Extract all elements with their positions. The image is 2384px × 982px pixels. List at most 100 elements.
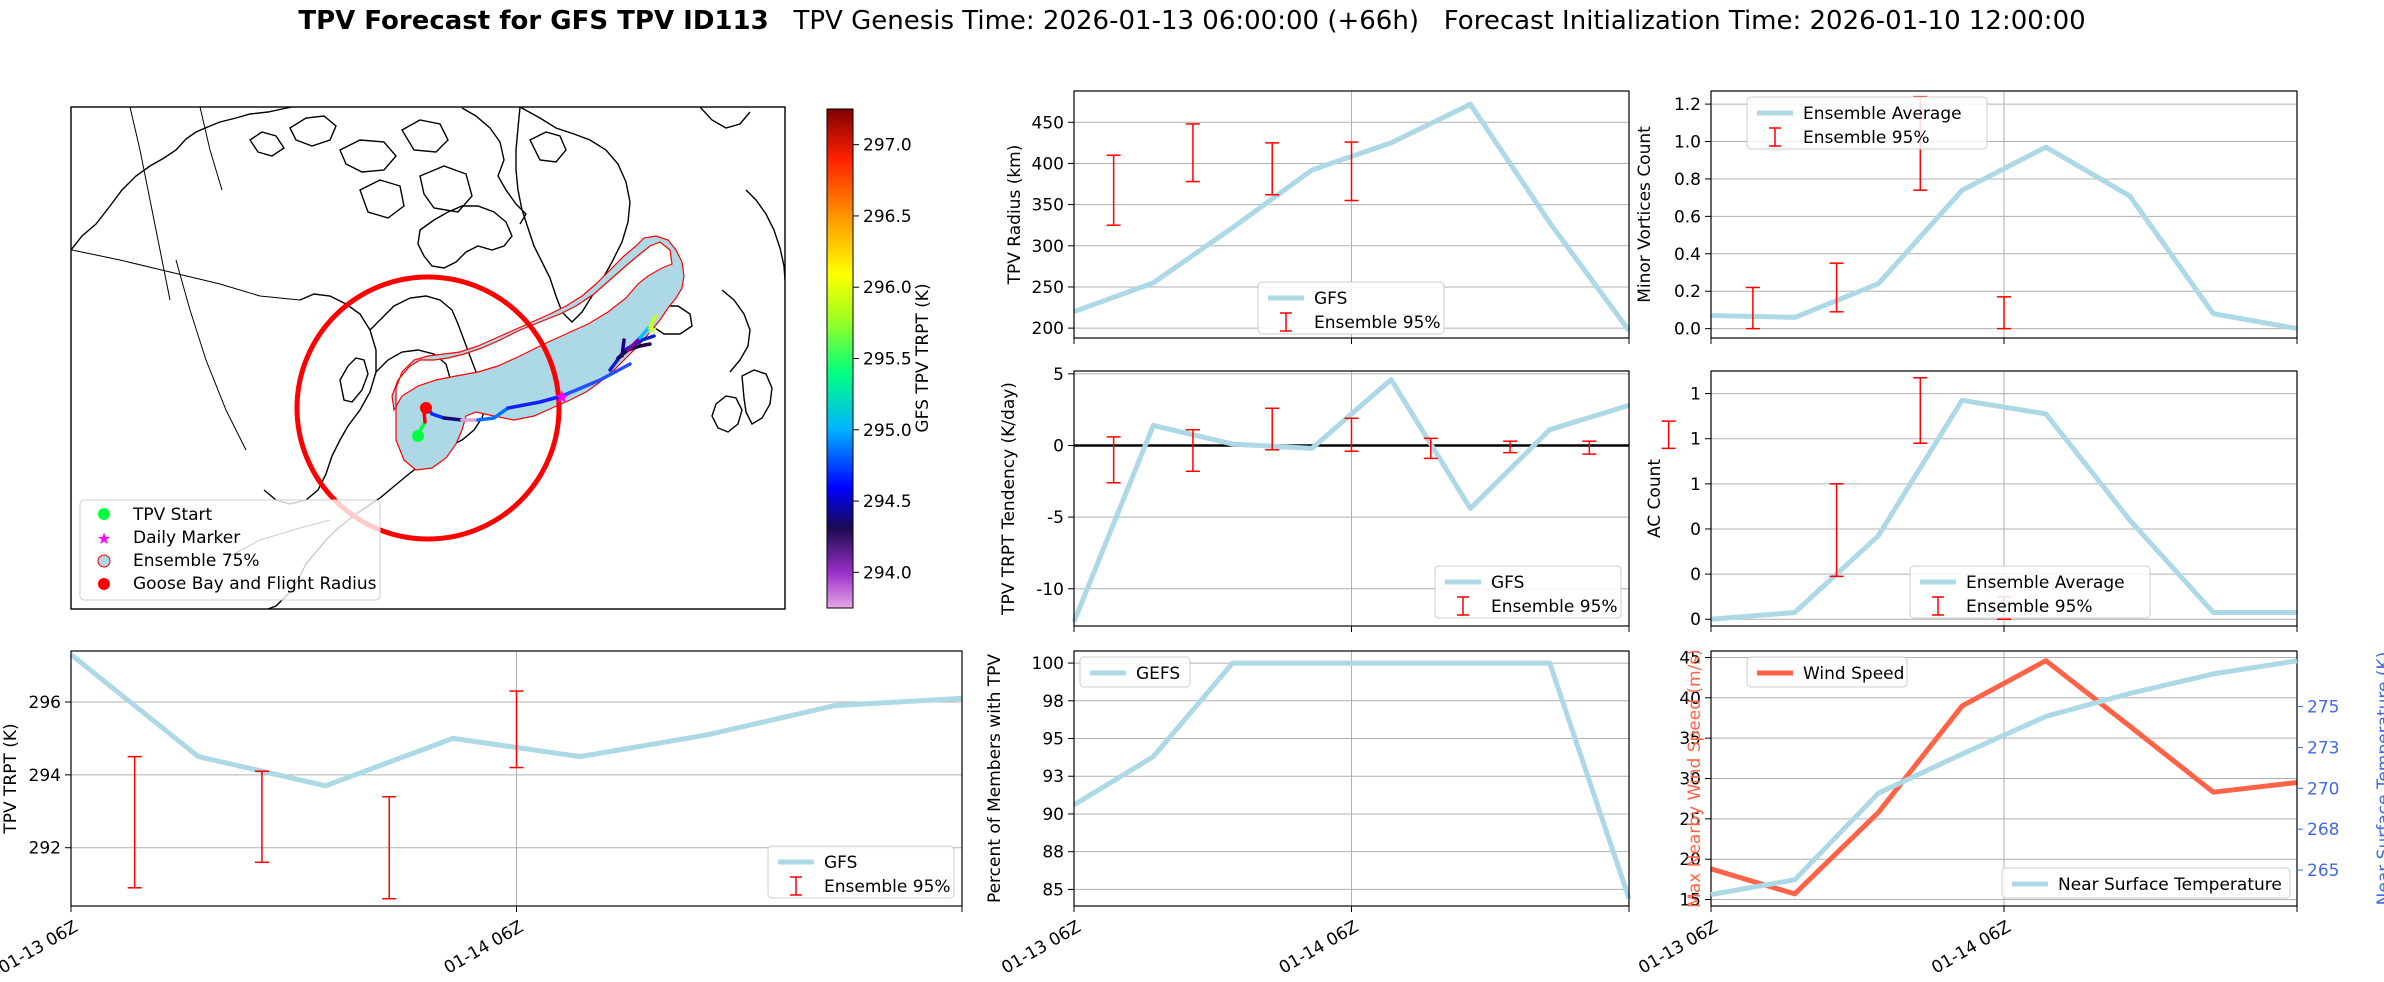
legend-ac: Ensemble Average Ensemble 95% xyxy=(1909,565,2151,619)
y-tick-label: 292 xyxy=(29,839,61,859)
y-tick-label: 1.2 xyxy=(1674,95,1701,115)
series-line-percent xyxy=(1072,660,1632,900)
y-tick-label: 88 xyxy=(1042,843,1064,863)
legend-label: Near Surface Temperature xyxy=(2058,875,2282,895)
y-tick-label: 45 xyxy=(1679,648,1701,668)
error-bar xyxy=(509,690,524,769)
goose-bay-marker xyxy=(420,402,432,414)
y-tick-label: 25 xyxy=(1679,810,1701,830)
y-tick-label: 268 xyxy=(2307,820,2339,840)
legend-label: Ensemble 95% xyxy=(1966,597,2093,617)
ensemble-legend-icon xyxy=(97,554,111,568)
error-bar xyxy=(1829,262,1844,313)
series-line-ac xyxy=(1710,397,2297,622)
legend-trpt: GFS Ensemble 95% xyxy=(767,845,955,899)
y-tick-label: 350 xyxy=(1032,196,1064,216)
colorbar-tick-label: 297.0 xyxy=(863,136,912,156)
y-tick-label: 1 xyxy=(1690,475,1701,495)
y-axis-label: TPV TRPT (K) xyxy=(1,723,21,834)
y-tick-label: 85 xyxy=(1042,880,1064,900)
y-tick-label: 5 xyxy=(1053,365,1064,385)
error-bar xyxy=(1503,440,1518,454)
chart-percent: 85 88 90 93 95 98 100 Percent of Members with T… xyxy=(985,650,1632,978)
title-init-time: Forecast Initialization Time: 2026-01-10… xyxy=(1443,6,2086,36)
y-tick-label: 1.0 xyxy=(1674,133,1701,153)
chart-temp: 265 268 270 273 275 Near Surface Temperature … xyxy=(1710,652,2384,906)
x-tick-label: 01-14 06Z xyxy=(1276,917,1362,978)
chart-tendency: -10 -5 0 5 TPV TRPT Tendency (K/day) GFS Ensem… xyxy=(999,365,1676,632)
y-tick-label: 200 xyxy=(1032,319,1064,339)
error-bar xyxy=(1265,142,1280,196)
error-bar xyxy=(1106,154,1121,226)
error-bar xyxy=(1185,428,1200,473)
tpv-track xyxy=(415,314,658,438)
colorbar-tick-label: 296.5 xyxy=(863,207,912,227)
y-tick-label: 300 xyxy=(1032,237,1064,257)
error-bar xyxy=(1344,417,1359,452)
y-tick-label: -10 xyxy=(1036,580,1064,600)
y-tick-label: 294 xyxy=(29,766,61,786)
y-tick-label: 0.8 xyxy=(1674,170,1701,190)
legend-ensemble-75: Ensemble 75% xyxy=(133,551,260,571)
legend-label: Wind Speed xyxy=(1803,664,1904,684)
y-tick-label: 0 xyxy=(1690,610,1701,630)
legend-daily-marker: Daily Marker xyxy=(133,528,240,548)
chart-minor: 0.0 0.2 0.4 0.6 0.8 1.0 1.2 Minor Vortices Coun… xyxy=(1635,90,2298,344)
legend-label: Ensemble 95% xyxy=(1803,128,1930,148)
error-bar xyxy=(254,770,269,864)
error-bar xyxy=(382,795,397,900)
legend-label: Ensemble Average xyxy=(1803,104,1962,124)
legend-box xyxy=(2001,867,2291,899)
legend-label: Ensemble 95% xyxy=(1314,313,1441,333)
colorbar-tick-label: 296.0 xyxy=(863,278,912,298)
legend-label: Ensemble 95% xyxy=(1491,597,1618,617)
x-tick-label: 01-13 06Z xyxy=(1635,917,1721,978)
y-tick-label: 270 xyxy=(2307,779,2339,799)
legend-radius: GFS Ensemble 95% xyxy=(1257,281,1445,335)
chart-trpt: 292 294 296 TPV TRPT (K) 01-13 06Z 01-14 06Z G… xyxy=(0,650,963,978)
y-tick-label: 40 xyxy=(1679,689,1701,709)
error-bar xyxy=(1661,420,1676,450)
y-tick-label: 93 xyxy=(1042,767,1064,787)
y-tick-label: 0.2 xyxy=(1674,282,1701,302)
figure-title: TPV Forecast for GFS TPV ID113 TPV Genes… xyxy=(0,6,2384,36)
y-axis-label: Near Surface Temperature (K) xyxy=(2374,652,2384,906)
y-tick-label: 98 xyxy=(1042,692,1064,712)
y-tick-label: 30 xyxy=(1679,770,1701,790)
y-tick-label: 0 xyxy=(1690,520,1701,540)
tpv-start-marker xyxy=(412,430,424,442)
error-bar xyxy=(1344,141,1359,202)
error-bar xyxy=(1997,296,2011,330)
error-bar xyxy=(1265,407,1280,451)
legend-label: Ensemble 95% xyxy=(824,877,951,897)
legend-goose-bay: Goose Bay and Flight Radius xyxy=(133,574,377,594)
daily-marker-star-2: ★ xyxy=(646,322,659,338)
y-tick-label: -5 xyxy=(1047,508,1064,528)
error-bar xyxy=(1423,437,1438,460)
error-bar xyxy=(1582,440,1597,455)
legend-temp: Near Surface Temperature xyxy=(2001,867,2291,899)
y-tick-label: 450 xyxy=(1032,113,1064,133)
x-tick-label: 01-13 06Z xyxy=(998,917,1084,978)
legend-box xyxy=(1909,565,2151,619)
y-axis-label: Minor Vortices Count xyxy=(1635,126,1655,303)
legend-percent: GEFS xyxy=(1079,656,1191,688)
y-tick-label: 296 xyxy=(29,693,61,713)
chart-radius: 200 250 300 350 400 450 TPV Radius (km) GFS Ense… xyxy=(1005,90,1632,344)
y-tick-label: 90 xyxy=(1042,805,1064,825)
y-axis-label: Max Nearby Wind Speed (m/s) xyxy=(1685,649,1705,908)
x-tick-label: 01-13 06Z xyxy=(0,917,82,978)
x-tick-label: 01-14 06Z xyxy=(441,917,527,978)
y-tick-label: 275 xyxy=(2307,698,2339,718)
y-tick-label: 0.0 xyxy=(1674,320,1701,340)
y-tick-label: 400 xyxy=(1032,154,1064,174)
ensemble-75-region xyxy=(391,235,685,471)
colorbar: 294.0 294.5 295.0 295.5 296.0 296.5 297.0 GFS … xyxy=(826,108,933,609)
legend-box xyxy=(1746,656,1908,688)
series-line-tendency xyxy=(1071,377,1630,623)
y-tick-label: 20 xyxy=(1679,850,1701,870)
y-tick-label: 250 xyxy=(1032,278,1064,298)
y-tick-label: 273 xyxy=(2307,738,2339,758)
